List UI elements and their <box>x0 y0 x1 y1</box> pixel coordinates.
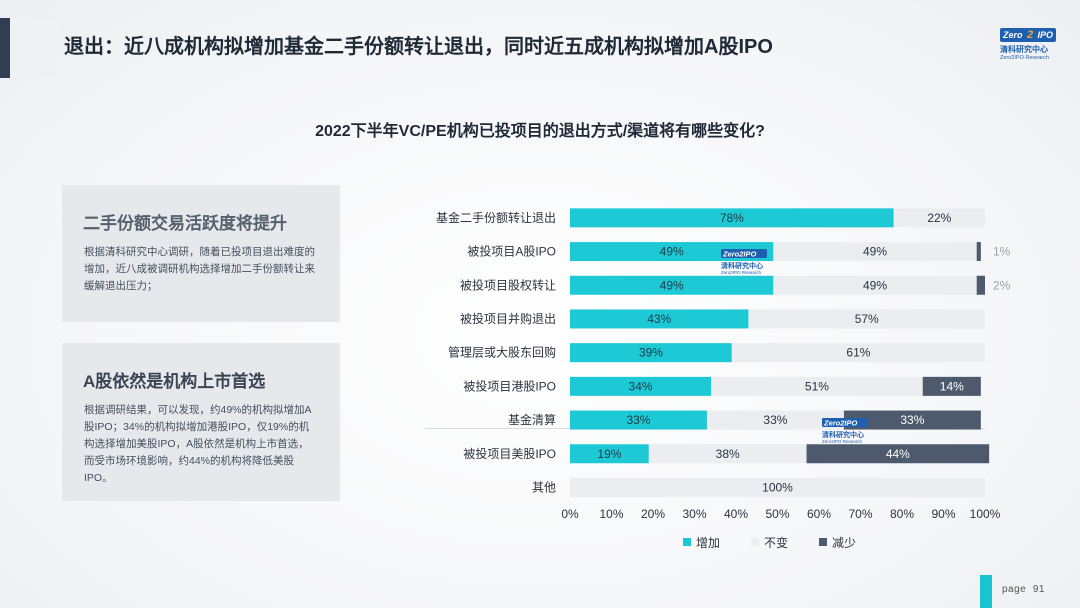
bar-不变 <box>893 208 985 228</box>
watermark-cn-text: 清科研究中心 <box>721 261 763 270</box>
card-heading: 二手份额交易活跃度将提升 <box>83 214 287 233</box>
logo-mark: Zero 2 IPO <box>1000 28 1056 42</box>
page-value: 91 <box>1032 584 1045 595</box>
data-label: 33% <box>626 413 650 427</box>
bar-不变 <box>570 477 985 497</box>
logo-mark-two: 2 <box>1026 29 1034 41</box>
page-number: page 91 <box>1002 584 1045 595</box>
category-label: 基金二手份额转让退出 <box>436 210 556 225</box>
x-tick-label: 70% <box>848 507 872 521</box>
watermark-mark <box>822 418 868 427</box>
x-tick-label: 50% <box>765 507 789 521</box>
x-tick-label: 80% <box>890 507 914 521</box>
data-label: 43% <box>647 312 671 326</box>
data-label: 34% <box>629 379 653 393</box>
bar-不变 <box>648 444 807 464</box>
data-label: 1% <box>993 245 1011 259</box>
legend-label: 不变 <box>764 535 788 550</box>
bar-减少 <box>976 242 981 262</box>
data-label: 49% <box>863 278 887 292</box>
category-label: 被投项目股权转让 <box>460 277 556 292</box>
page-label: page <box>1002 584 1027 595</box>
data-label: 39% <box>639 346 663 360</box>
legend-label: 减少 <box>832 536 856 550</box>
data-label: 61% <box>846 346 870 360</box>
category-label: 管理层或大股东回购 <box>448 345 556 360</box>
data-label: 2% <box>993 278 1011 292</box>
x-tick-label: 30% <box>682 507 706 521</box>
bar-增加 <box>570 275 774 295</box>
x-tick-label: 0% <box>561 507 579 521</box>
data-label: 100% <box>762 480 793 494</box>
data-label: 33% <box>763 413 787 427</box>
category-label: 被投项目A股IPO <box>467 244 556 259</box>
card-body: 根据调研结果，可以发现，约49%的机构拟增加A股IPO；34%的机构拟增加港股I… <box>84 404 312 484</box>
data-label: 38% <box>716 447 740 461</box>
x-tick-label: 60% <box>807 507 831 521</box>
category-label: 基金清算 <box>508 412 556 427</box>
bar-不变 <box>711 376 923 396</box>
insight-card-ashare: A股依然是机构上市首选 根据调研结果，可以发现，约49%的机构拟增加A股IPO；… <box>62 343 340 501</box>
data-label: 19% <box>597 447 621 461</box>
data-label: 49% <box>660 278 684 292</box>
watermark-en-text: Zero2IPO Research <box>721 270 762 275</box>
bar-不变 <box>773 275 977 295</box>
x-tick-label: 90% <box>931 507 955 521</box>
insight-card-secondary: 二手份额交易活跃度将提升 根据清科研究中心调研，随着已投项目退出难度的增加，近八… <box>62 185 340 322</box>
data-label: 22% <box>927 211 951 225</box>
bar-增加 <box>570 343 732 363</box>
card-heading: A股依然是机构上市首选 <box>83 372 266 391</box>
bar-增加 <box>570 376 712 396</box>
chart-title: 2022下半年VC/PE机构已投项目的退出方式/渠道将有哪些变化? <box>315 123 765 140</box>
data-label: 78% <box>720 211 744 225</box>
bar-增加 <box>570 410 707 430</box>
bar-减少 <box>806 444 990 464</box>
data-label: 49% <box>863 245 887 259</box>
bar-减少 <box>922 376 981 396</box>
logo-mark-right: IPO <box>1037 30 1053 40</box>
bar-减少 <box>843 410 981 430</box>
category-label: 被投项目美股IPO <box>463 446 556 461</box>
category-label: 其他 <box>532 480 556 494</box>
bar-不变 <box>706 410 844 430</box>
watermark-mark-text: Zero2IPO <box>823 419 858 428</box>
data-label: 49% <box>660 245 684 259</box>
page-accent <box>980 575 992 608</box>
data-label: 44% <box>886 447 910 461</box>
page-title: 退出：近八成机构拟增加基金二手份额转让退出，同时近五成机构拟增加A股IPO <box>64 36 773 58</box>
legend-label: 增加 <box>696 536 720 550</box>
bar-不变 <box>773 242 977 262</box>
watermark-cn-text: 清科研究中心 <box>822 430 864 439</box>
zero2ipo-logo: Zero 2 IPO 清科研究中心 Zero2IPO Research <box>1000 28 1060 68</box>
category-label: 被投项目港股IPO <box>463 378 556 393</box>
legend-swatch <box>751 538 759 546</box>
bar-减少 <box>976 275 985 295</box>
x-tick-label: 100% <box>970 507 1001 521</box>
logo-en-text: Zero2IPO Research <box>1000 55 1049 61</box>
watermark-mark-text: Zero2IPO <box>722 250 757 259</box>
data-label: 14% <box>940 379 964 393</box>
legend-swatch <box>819 538 827 546</box>
x-tick-label: 20% <box>641 507 665 521</box>
data-label: 57% <box>855 312 879 326</box>
watermark-mark <box>721 249 767 258</box>
logo-cn-text: 清科研究中心 <box>1000 45 1048 54</box>
bar-不变 <box>748 309 985 329</box>
watermark-en-text: Zero2IPO Research <box>822 439 863 444</box>
category-label: 被投项目并购退出 <box>460 311 556 326</box>
legend-swatch <box>683 538 691 546</box>
x-tick-label: 10% <box>599 507 623 521</box>
header-accent <box>0 18 10 78</box>
data-label: 51% <box>805 379 829 393</box>
x-tick-label: 40% <box>724 507 748 521</box>
bar-增加 <box>570 208 894 228</box>
logo-mark-left: Zero <box>1003 30 1023 40</box>
card-body: 根据清科研究中心调研，随着已投项目退出难度的增加，近八成被调研机构选择增加二手份… <box>84 246 315 292</box>
bar-增加 <box>570 444 649 464</box>
bar-不变 <box>731 343 985 363</box>
data-label: 33% <box>900 413 924 427</box>
bar-增加 <box>570 309 749 329</box>
